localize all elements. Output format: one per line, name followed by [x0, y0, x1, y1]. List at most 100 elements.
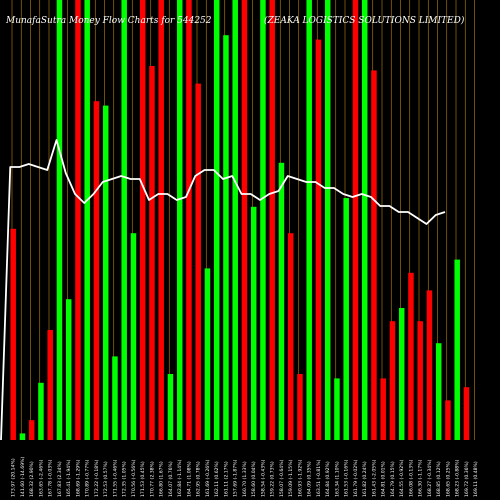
inflow-bar: [324, 0, 331, 440]
outflow-bar: [352, 0, 359, 440]
outflow-bar: [445, 400, 451, 440]
inflow-bar: [56, 0, 63, 440]
x-tick-label: 168.27 (-0.34%): [427, 459, 433, 497]
x-tick-label: 170.77 (2.38%): [149, 461, 155, 497]
inflow-bar: [435, 343, 442, 440]
x-tick-label: 161.82 (0.24%): [362, 461, 368, 497]
x-tick-label: 158.54 (-0.43%): [260, 459, 266, 497]
outflow-bar: [287, 233, 294, 440]
x-tick-label: 159.09 (-1.15%): [288, 459, 294, 497]
x-tick-label: 161.11 (2.17%): [223, 461, 229, 497]
x-tick-label: 161.43 (-2.05%): [371, 459, 377, 497]
x-tick-label: 166.80 (1.67%): [159, 461, 165, 497]
x-tick-label: 163.34 (1.10%): [334, 461, 340, 497]
outflow-bar: [47, 330, 53, 440]
inflow-bar: [223, 35, 229, 440]
x-tick-label: 164.79 (0.15%): [390, 461, 396, 497]
outflow-bar: [426, 290, 433, 440]
x-tick-label: 163.65 (-2.46%): [38, 459, 44, 497]
inflow-bar: [454, 259, 460, 440]
x-tick-label: 161.79 (-0.02%): [353, 459, 359, 497]
x-tick-label: 171.55 (-0.46%): [112, 459, 118, 497]
outflow-bar: [269, 0, 275, 440]
x-tick-label: 168.85 (0.12%): [436, 461, 442, 497]
x-tick-label: 173.97 (20.14%): [11, 458, 17, 497]
inflow-bar: [213, 0, 220, 440]
price-line-path: [0, 139, 446, 441]
inflow-bar: [278, 162, 285, 441]
inflow-bar: [121, 0, 127, 440]
x-tick-label: 141.60 (-14.69%): [20, 457, 26, 497]
x-tick-label: 159.22 (0.73%): [270, 461, 276, 497]
outflow-bar: [417, 321, 423, 440]
outflow-bar: [186, 0, 192, 440]
inflow-bar: [19, 433, 26, 440]
x-tick-label: 170.56 (-0.56%): [131, 459, 137, 497]
outflow-bar: [408, 272, 414, 440]
outflow-bar: [195, 83, 201, 440]
outflow-bar: [463, 387, 470, 440]
x-tick-label: 164.09 (0.35%): [307, 461, 313, 497]
outflow-bar: [93, 101, 100, 440]
x-tick-label: 164.84 (0.92%): [325, 461, 331, 497]
outflow-bar: [371, 70, 377, 441]
x-tick-label: 168.69 (-1.29%): [75, 459, 81, 497]
x-tick-label: 172.22 (-0.18%): [94, 459, 100, 497]
x-tick-label: 161.69 (-0.26%): [205, 459, 211, 497]
x-tick-label: 164.55 (-0.92%): [399, 459, 405, 497]
chart-title-right: (ZEAKA LOGISTICS SOLUTIONS LIMITED): [264, 15, 465, 26]
x-tick-label: 162.95 (0.78%): [196, 461, 202, 497]
x-tick-label: 166.08 (-0.13%): [408, 459, 414, 497]
inflow-bar: [84, 0, 90, 440]
x-tick-label: 164.71 (1.08%): [186, 461, 192, 497]
inflow-bar: [306, 0, 312, 440]
inflow-bar: [65, 299, 72, 440]
inflow-bar: [38, 382, 44, 440]
x-tick-label: 168.23 (-0.88%): [455, 459, 461, 497]
x-tick-label: 165.41 (-1.94%): [66, 459, 72, 497]
outflow-bar: [139, 0, 146, 440]
x-tick-label: 164.07 (0.76%): [168, 461, 174, 497]
x-tick-label: 161.53 (-0.16%): [344, 459, 350, 497]
outflow-bar: [10, 228, 16, 440]
x-tick-label: 162.84 (-1.14%): [177, 459, 183, 497]
x-tick-label: 168.65 (0.25%): [445, 461, 451, 497]
x-tick-label: 158.60 (0.04%): [251, 461, 257, 497]
outflow-bar: [28, 420, 35, 440]
outflow-bar: [241, 0, 248, 440]
inflow-bar: [130, 233, 137, 440]
x-tick-label: 160.93 (-1.92%): [297, 459, 303, 497]
x-tick-labels: 173.97 (20.14%) 141.60 (-14.69%) 168.32 (2…: [11, 457, 480, 497]
x-tick-label: 160.70 (1.33%): [242, 461, 248, 497]
x-tick-label: 172.35 (1.05%): [122, 461, 128, 497]
inflow-bar: [167, 374, 174, 440]
x-tick-label: 172.53 (0.57%): [103, 461, 109, 497]
x-tick-label: 163.51 (-0.81%): [316, 459, 322, 497]
inflow-bar: [176, 0, 183, 440]
outflow-bar: [149, 66, 155, 440]
x-tick-label: 157.69 (-1.87%): [233, 459, 239, 497]
x-tick-label: 162.11 (0.62%): [214, 461, 220, 497]
x-tick-label: 167.78 (-0.03%): [48, 459, 54, 497]
inflow-bar: [112, 356, 118, 440]
inflow-bar: [102, 105, 109, 440]
x-tick-label: 169.72 (0.36%): [464, 461, 470, 497]
x-tick-label: 169.11 (0.48%): [473, 461, 479, 497]
x-tick-label: 167.83 (2.34%): [57, 461, 63, 497]
outflow-bar: [389, 321, 396, 440]
inflow-bar: [250, 206, 257, 440]
x-tick-label: 168.32 (2.90%): [29, 461, 35, 497]
outflow-bar: [315, 39, 322, 440]
x-tick-label: 166.30 (-1.17%): [418, 459, 424, 497]
inflow-bar: [204, 268, 211, 440]
outflow-bar: [297, 374, 303, 440]
inflow-bar: [398, 308, 405, 440]
x-tick-label: 164.81 (0.01%): [381, 461, 387, 497]
inflow-bar: [260, 0, 266, 440]
x-tick-label: 158.07 (-0.64%): [279, 459, 285, 497]
inflow-bar: [232, 0, 238, 440]
inflow-bar: [334, 378, 340, 440]
bars: [10, 0, 470, 441]
inflow-bar: [343, 198, 349, 440]
